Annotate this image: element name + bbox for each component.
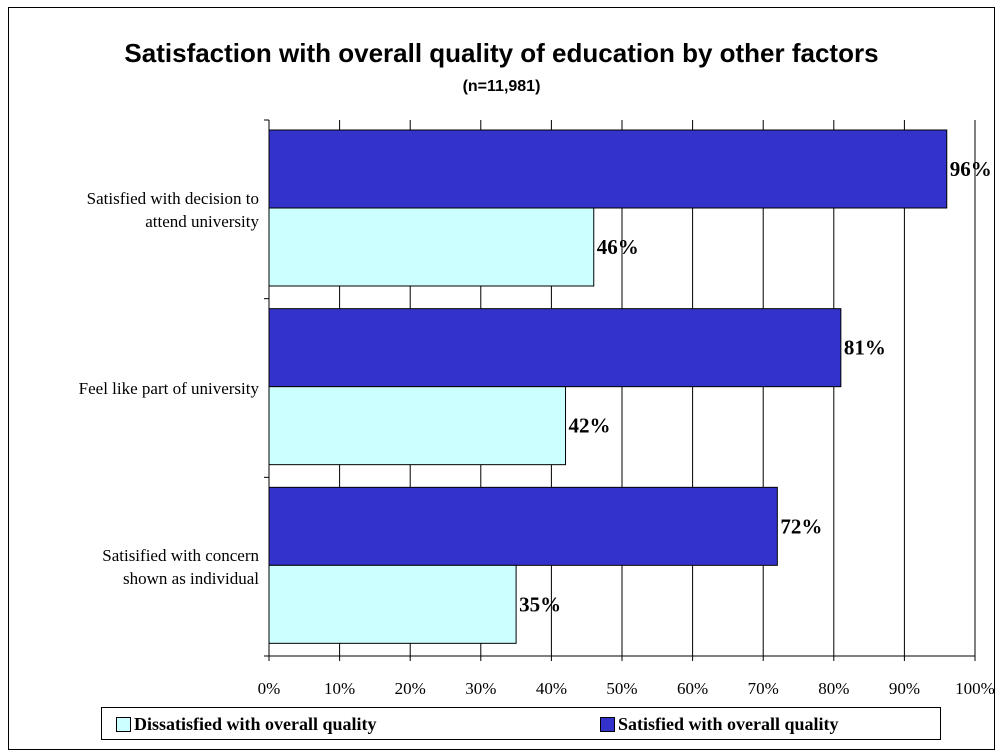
legend-swatch-dissatisfied — [116, 717, 131, 732]
bar-dissatisfied-0 — [268, 207, 595, 287]
legend-label-dissatisfied: Dissatisfied with overall quality — [134, 714, 377, 734]
chart-subtitle: (n=11,981) — [462, 78, 541, 95]
x-tick-label-6: 60% — [677, 679, 708, 698]
x-tick-label-9: 90% — [889, 679, 920, 698]
x-tick-label-10: 100% — [955, 679, 995, 698]
chart-title: Satisfaction with overall quality of edu… — [124, 38, 879, 68]
chart-legend: Dissatisfied with overall quality Satisf… — [101, 707, 941, 740]
x-tick-label-4: 40% — [536, 679, 567, 698]
bar-dissatisfied-2 — [268, 564, 517, 644]
data-label-dissatisfied-1: 42% — [569, 414, 611, 438]
legend-item-dissatisfied: Dissatisfied with overall quality — [116, 714, 377, 735]
category-label-1: Feel like part of university — [79, 379, 260, 398]
bar-dissatisfied-1 — [268, 386, 567, 466]
legend-label-satisfied: Satisfied with overall quality — [618, 714, 839, 734]
x-tick-label-1: 10% — [324, 679, 355, 698]
data-label-satisfied-2: 72% — [780, 514, 822, 538]
x-tick-label-7: 70% — [748, 679, 779, 698]
bar-satisfied-1 — [268, 308, 842, 388]
data-label-dissatisfied-2: 35% — [519, 592, 561, 616]
bar-satisfied-2 — [268, 486, 778, 566]
data-label-satisfied-0: 96% — [950, 157, 992, 181]
x-tick-label-0: 0% — [258, 679, 281, 698]
data-label-dissatisfied-0: 46% — [597, 235, 639, 259]
legend-item-satisfied: Satisfied with overall quality — [600, 714, 839, 735]
legend-swatch-satisfied — [600, 717, 615, 732]
category-label-0: Satisfied with decision to attend univers… — [87, 189, 260, 231]
x-tick-label-5: 50% — [606, 679, 637, 698]
x-tick-label-3: 30% — [465, 679, 496, 698]
x-tick-label-2: 20% — [395, 679, 426, 698]
bar-satisfied-0 — [268, 129, 948, 209]
category-label-2: Satisified with concern shown as individu… — [102, 546, 259, 588]
data-label-satisfied-1: 81% — [844, 336, 886, 360]
x-tick-label-8: 80% — [818, 679, 849, 698]
